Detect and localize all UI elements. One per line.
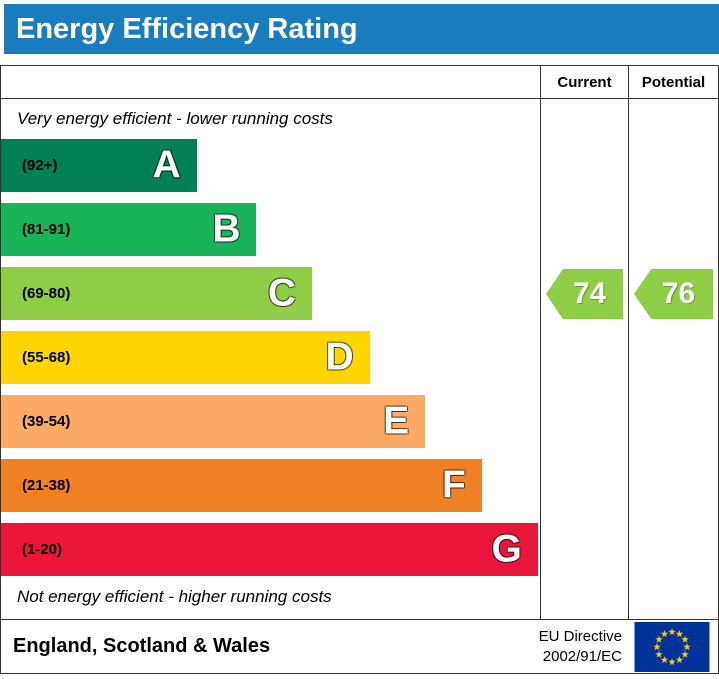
current-column-header: Current [541,66,628,99]
band-e-range-label: (39-54) [22,413,71,430]
band-e-bar: (39-54) E [1,395,426,448]
chart-column-header [1,66,540,99]
band-c-range-label: (69-80) [22,285,71,302]
band-f-range-label: (21-38) [22,477,71,494]
potential-column-header: Potential [629,66,718,99]
band-d-bar: (55-68) D [1,331,370,384]
band-f-bar: (21-38) F [1,459,482,512]
potential-column-body: 76 [629,99,718,619]
band-g-bar: (1-20) G [1,523,538,576]
chart-area: Very energy efficient - lower running co… [1,99,540,619]
band-c-bar: (69-80) C [1,267,312,320]
band-d-letter: D [325,334,354,378]
region-label: England, Scotland & Wales [13,635,271,657]
eu-flag-icon [634,621,710,672]
band-d-range-label: (55-68) [22,349,71,366]
potential-rating-arrow: 76 [634,269,713,319]
band-c-letter: C [267,270,296,314]
band-g-letter: G [491,526,522,570]
potential-column: Potential 76 [628,66,718,619]
band-f-letter: F [441,462,466,506]
band-b-bar: (81-91) B [1,203,257,256]
band-b-letter: B [212,206,241,250]
eu-directive-label: EU Directive 2002/91/EC [539,627,622,666]
band-a-range-label: (92+) [22,157,58,174]
current-column: Current 74 [540,66,628,619]
eu-directive-line2: 2002/91/EC [542,647,622,665]
eu-directive-line1: EU Directive [538,628,622,645]
current-column-body: 74 [541,99,628,619]
footer: England, Scotland & Wales EU Directive 2… [0,619,719,674]
band-a-bar: (92+) A [1,139,197,192]
band-a-letter: A [152,142,181,186]
band-e-letter: E [383,398,410,442]
band-b-range-label: (81-91) [22,221,71,238]
page-title: Energy Efficiency Rating [16,12,358,45]
band-g-range-label: (1-20) [22,541,63,558]
bottom-note: Not energy efficient - higher running co… [17,587,332,606]
potential-rating-value: 76 [661,277,696,310]
title-banner: Energy Efficiency Rating [4,4,719,54]
epc-rating-table: Very energy efficient - lower running co… [0,65,719,620]
current-rating-value: 74 [572,277,607,310]
chart-column: Very energy efficient - lower running co… [1,66,540,619]
current-rating-arrow: 74 [546,269,623,319]
top-note: Very energy efficient - lower running co… [17,109,333,128]
